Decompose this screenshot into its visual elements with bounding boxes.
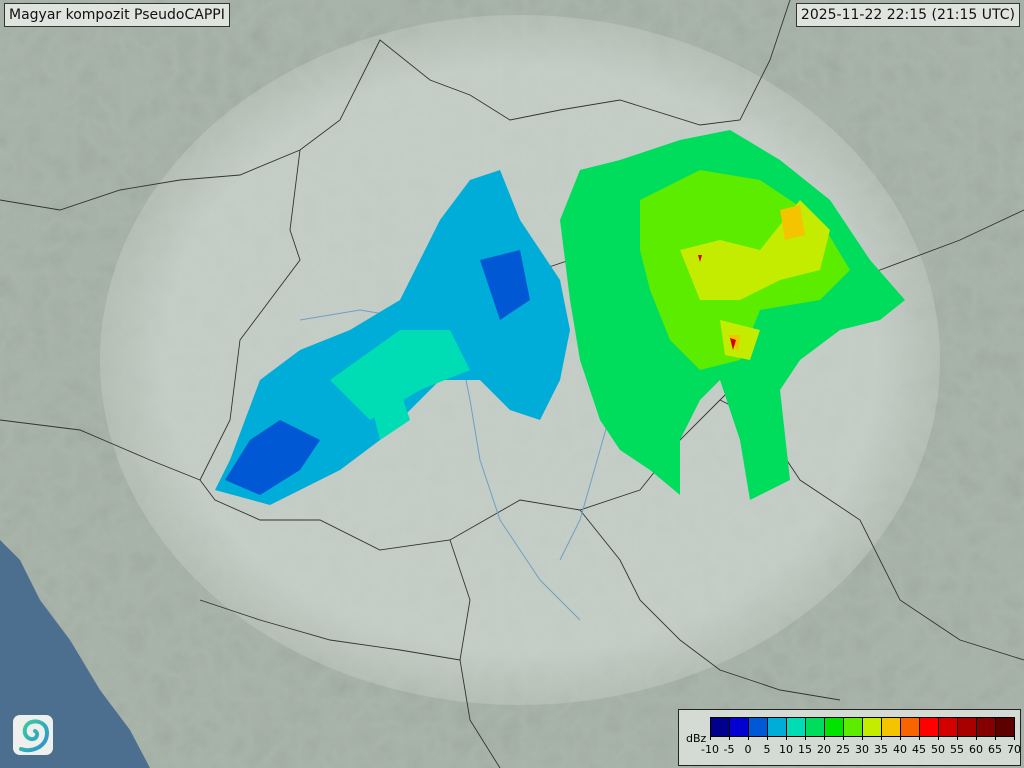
legend-tick-label: 15 bbox=[790, 736, 820, 756]
legend-swatch bbox=[749, 718, 768, 736]
legend-swatch bbox=[901, 718, 920, 736]
legend-tick-label: 25 bbox=[828, 736, 858, 756]
legend-swatch bbox=[920, 718, 939, 736]
legend-swatch bbox=[939, 718, 958, 736]
product-title: Magyar kompozit PseudoCAPPI bbox=[4, 3, 230, 27]
legend-tick-label: 45 bbox=[904, 736, 934, 756]
legend-tick-label: -10 bbox=[695, 736, 725, 756]
dbz-legend: dBz -10 -5 0 5 10 15 20 25 30 35 40 45 50 55 60 65 70 bbox=[678, 709, 1021, 766]
legend-swatch bbox=[806, 718, 825, 736]
legend-swatch bbox=[730, 718, 749, 736]
echo-west-darkblue bbox=[225, 250, 530, 495]
legend-tick-label: 10 bbox=[771, 736, 801, 756]
echo-east-red bbox=[698, 255, 736, 350]
legend-swatch bbox=[882, 718, 901, 736]
legend-tick-label: 60 bbox=[961, 736, 991, 756]
legend-tick-label: 5 bbox=[752, 736, 782, 756]
legend-swatch bbox=[787, 718, 806, 736]
legend-swatch bbox=[711, 718, 730, 736]
echo-west-teal bbox=[330, 330, 470, 440]
timestamp: 2025-11-22 22:15 (21:15 UTC) bbox=[795, 3, 1020, 27]
legend-tick-label: 35 bbox=[866, 736, 896, 756]
sea-area bbox=[0, 540, 150, 768]
legend-tick-label: 30 bbox=[847, 736, 877, 756]
legend-tick-label: 40 bbox=[885, 736, 915, 756]
legend-unit: dBz bbox=[686, 732, 707, 745]
legend-swatch bbox=[825, 718, 844, 736]
legend-swatch bbox=[863, 718, 882, 736]
legend-tick-label: 65 bbox=[980, 736, 1010, 756]
legend-swatch bbox=[958, 718, 977, 736]
legend-tick-label: -5 bbox=[714, 736, 744, 756]
echo-east-yellow bbox=[680, 200, 830, 360]
echo-east-orange bbox=[728, 205, 805, 352]
legend-ticks: -10 -5 0 5 10 15 20 25 30 35 40 45 50 55 60 65 70 bbox=[701, 736, 1021, 760]
legend-swatch bbox=[768, 718, 787, 736]
legend-tick-label: 50 bbox=[923, 736, 953, 756]
legend-swatch bbox=[977, 718, 996, 736]
legend-tick-label: 0 bbox=[733, 736, 763, 756]
legend-tick-label: 55 bbox=[942, 736, 972, 756]
legend-color-bar bbox=[710, 717, 1015, 737]
legend-swatch bbox=[844, 718, 863, 736]
legend-tick-label: 20 bbox=[809, 736, 839, 756]
swirl-logo-icon bbox=[13, 715, 53, 755]
legend-tick-label: 70 bbox=[999, 736, 1024, 756]
radar-echoes bbox=[215, 130, 905, 505]
legend-swatch bbox=[996, 718, 1014, 736]
